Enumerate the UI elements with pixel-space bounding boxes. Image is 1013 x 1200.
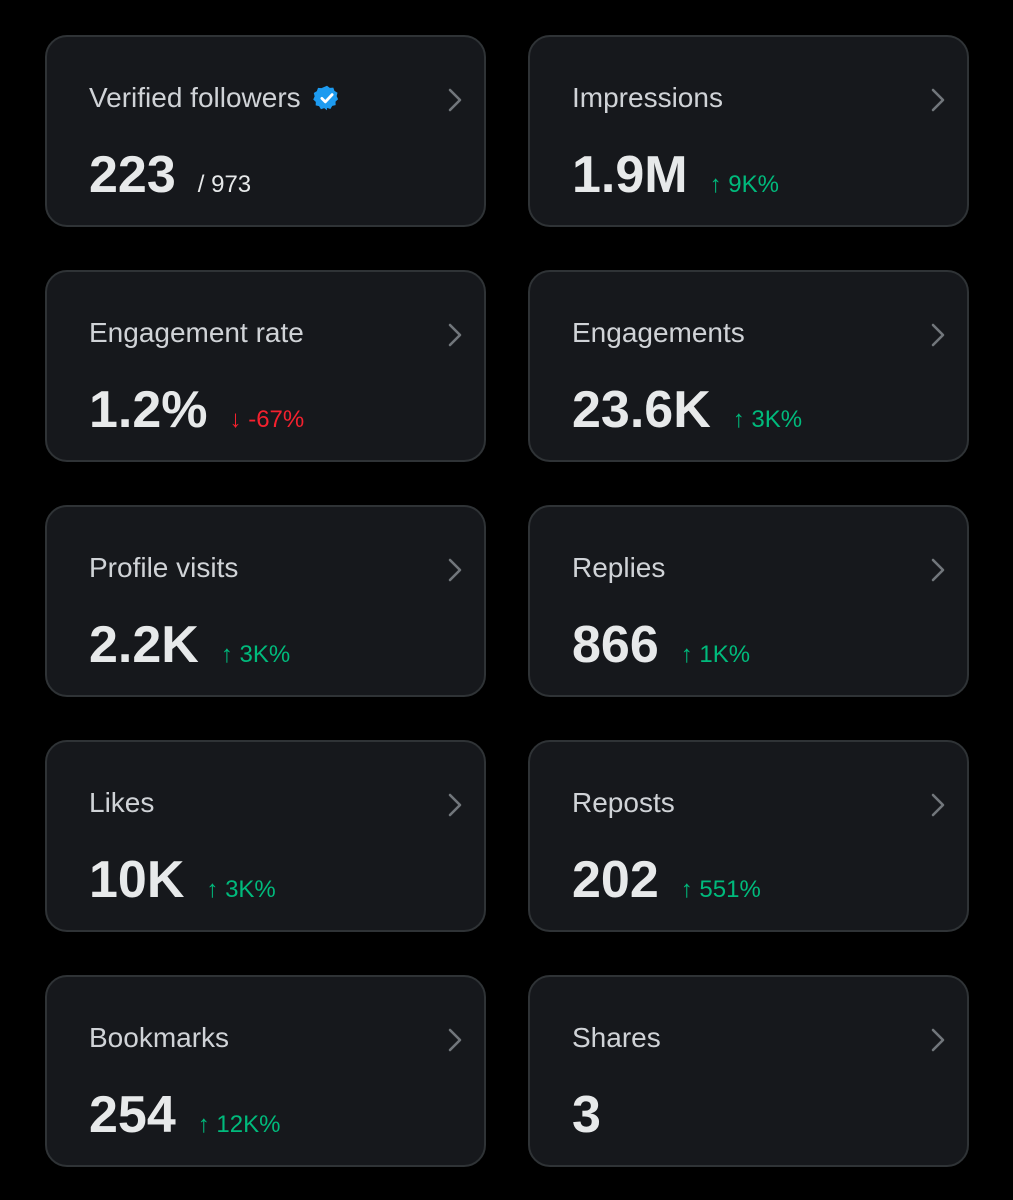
metric-value-row: 1.9M ↑ 9K%: [572, 147, 779, 203]
metric-title-label: Engagement rate: [89, 317, 304, 348]
chevron-right-icon: [448, 1028, 462, 1052]
metric-value-row: 202 ↑ 551%: [572, 852, 761, 908]
metric-card-verified-followers[interactable]: Verified followers 223 / 973: [45, 35, 486, 227]
metric-card-profile-visits[interactable]: Profile visits 2.2K ↑ 3K%: [45, 505, 486, 697]
verified-badge-icon: [312, 85, 338, 111]
metric-title-label: Bookmarks: [89, 1022, 230, 1053]
chevron-right-icon: [448, 558, 462, 582]
metric-value-row: 3: [572, 1087, 601, 1143]
metric-title-label: Engagements: [572, 317, 745, 348]
metric-delta: ↑ 551%: [680, 876, 761, 903]
metric-value: 2.2K: [89, 616, 199, 674]
metric-value-row: 2.2K ↑ 3K%: [89, 617, 290, 673]
chevron-right-icon: [931, 88, 945, 112]
metric-delta: ↑ 3K%: [732, 406, 803, 433]
chevron-right-icon: [448, 323, 462, 347]
metric-title: Engagement rate: [89, 316, 304, 350]
metric-card-impressions[interactable]: Impressions 1.9M ↑ 9K%: [528, 35, 969, 227]
metric-title-label: Verified followers: [89, 82, 301, 113]
metric-value-row: 254 ↑ 12K%: [89, 1087, 280, 1143]
metric-value: 3: [572, 1086, 601, 1144]
metric-card-shares[interactable]: Shares 3: [528, 975, 969, 1167]
metric-value: 223: [89, 146, 176, 204]
metric-value: 866: [572, 616, 659, 674]
metric-card-reposts[interactable]: Reposts 202 ↑ 551%: [528, 740, 969, 932]
metrics-grid: Verified followers 223 / 973 Impressions…: [45, 35, 969, 1167]
metric-value: 10K: [89, 851, 185, 909]
metric-delta: ↓ -67%: [229, 406, 305, 433]
metric-value-row: 866 ↑ 1K%: [572, 617, 750, 673]
metric-value: 254: [89, 1086, 176, 1144]
metric-value-row: 10K ↑ 3K%: [89, 852, 276, 908]
metric-card-engagements[interactable]: Engagements 23.6K ↑ 3K%: [528, 270, 969, 462]
chevron-right-icon: [931, 558, 945, 582]
metric-title-label: Profile visits: [89, 552, 239, 583]
metric-title: Engagements: [572, 316, 745, 350]
metric-card-bookmarks[interactable]: Bookmarks 254 ↑ 12K%: [45, 975, 486, 1167]
metric-total: / 973: [197, 171, 252, 198]
metric-title: Profile visits: [89, 551, 238, 585]
metric-value-row: 23.6K ↑ 3K%: [572, 382, 802, 438]
metric-title-label: Likes: [89, 787, 155, 818]
metric-value: 202: [572, 851, 659, 909]
chevron-right-icon: [931, 793, 945, 817]
metric-title-label: Shares: [572, 1022, 661, 1053]
metric-delta: ↑ 3K%: [206, 876, 276, 903]
metric-title: Reposts: [572, 786, 675, 820]
chevron-right-icon: [448, 793, 462, 817]
metric-value-row: 1.2% ↓ -67%: [89, 382, 304, 438]
metric-title: Bookmarks: [89, 1021, 229, 1055]
metric-title-label: Replies: [572, 552, 666, 583]
metric-value-row: 223 / 973: [89, 147, 251, 203]
metric-card-likes[interactable]: Likes 10K ↑ 3K%: [45, 740, 486, 932]
chevron-right-icon: [931, 323, 945, 347]
metric-delta: ↑ 3K%: [220, 641, 291, 668]
metric-title: Likes: [89, 786, 154, 820]
metric-value: 1.9M: [572, 146, 688, 204]
metric-title: Impressions: [572, 81, 723, 115]
metric-delta: ↑ 1K%: [680, 641, 751, 668]
metric-title-label: Reposts: [572, 787, 675, 818]
metric-value: 23.6K: [572, 381, 711, 439]
metric-value: 1.2%: [89, 381, 208, 439]
metric-title-label: Impressions: [572, 82, 723, 113]
metric-title: Shares: [572, 1021, 661, 1055]
chevron-right-icon: [931, 1028, 945, 1052]
chevron-right-icon: [448, 88, 462, 112]
metric-title: Verified followers: [89, 81, 341, 115]
metric-delta: ↑ 9K%: [709, 171, 779, 198]
metric-card-engagement-rate[interactable]: Engagement rate 1.2% ↓ -67%: [45, 270, 486, 462]
metric-delta: ↑ 12K%: [197, 1111, 281, 1138]
metric-card-replies[interactable]: Replies 866 ↑ 1K%: [528, 505, 969, 697]
metric-title: Replies: [572, 551, 665, 585]
